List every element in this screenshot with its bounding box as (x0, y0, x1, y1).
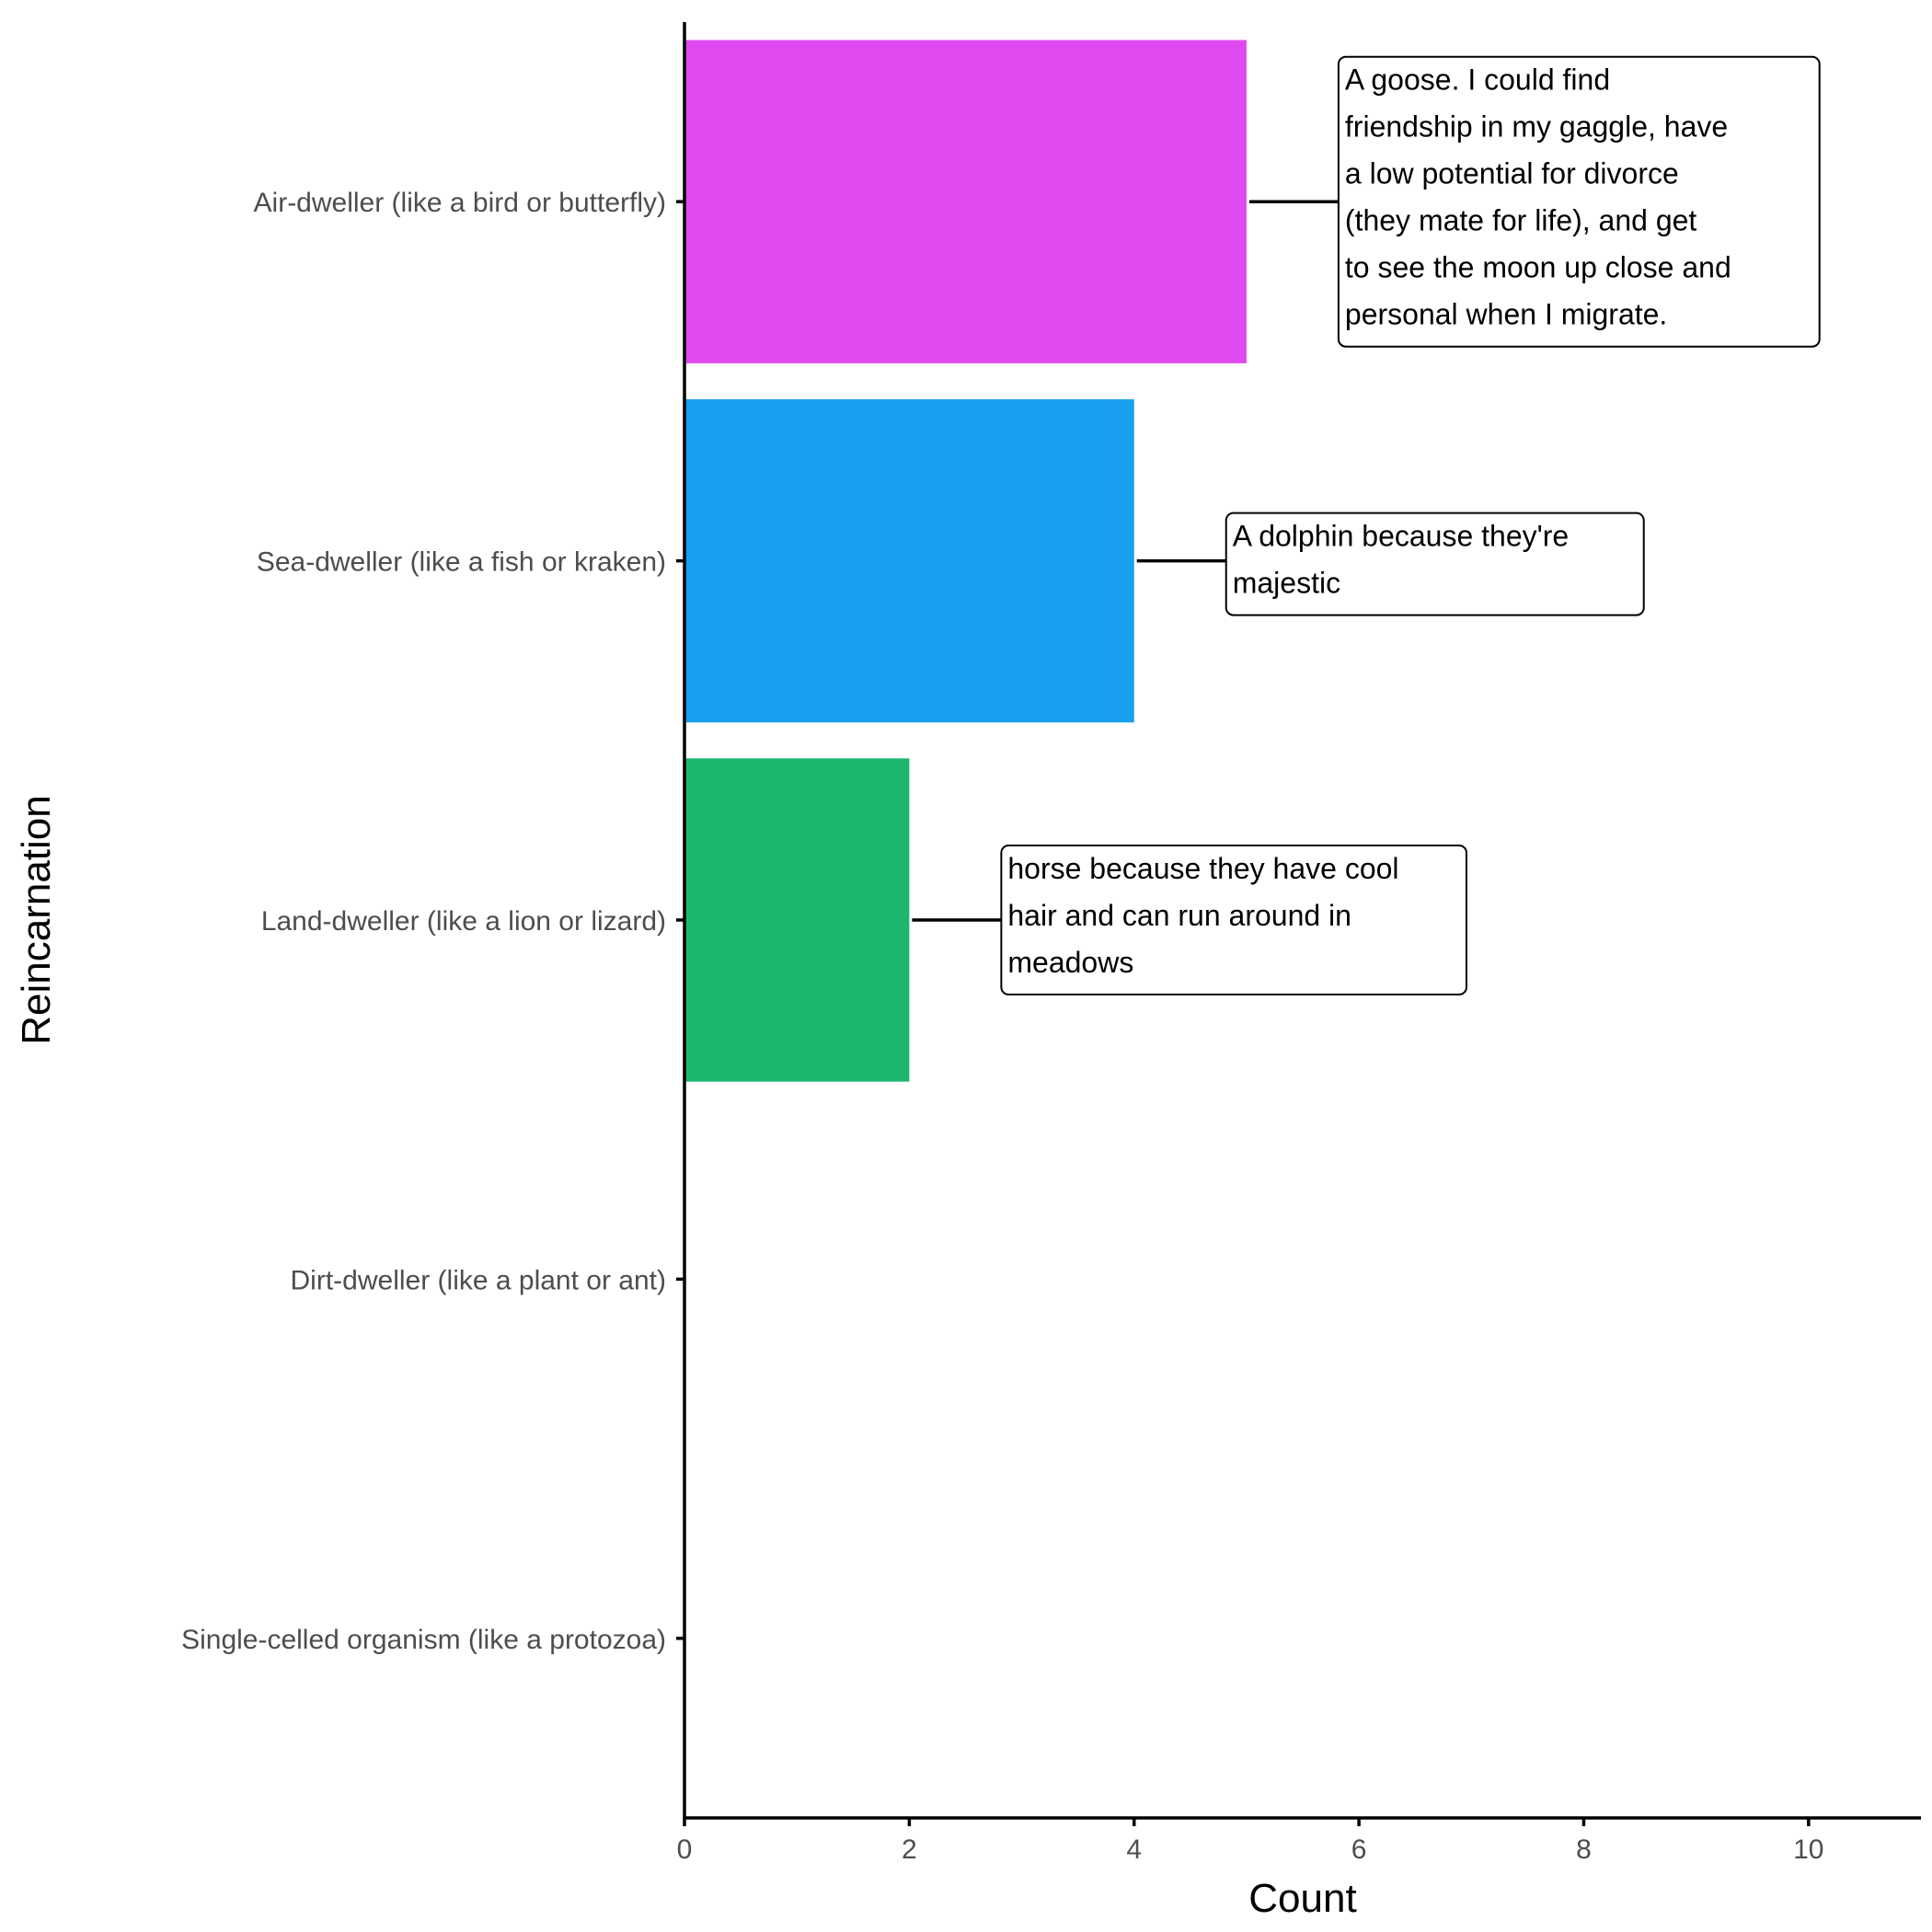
y-tick-label: Dirt-dweller (like a plant or ant) (291, 1265, 666, 1295)
annotation-text-line: to see the moon up close and (1345, 251, 1731, 284)
annotation-text-line: personal when I migrate. (1345, 298, 1667, 331)
annotation-box (1225, 512, 1645, 616)
y-tick-label: Air-dweller (like a bird or butterfly) (254, 188, 666, 218)
annotation-text-line: A goose. I could find (1345, 63, 1610, 97)
y-tick-label: Land-dweller (like a lion or lizard) (261, 906, 666, 937)
y-axis-title: Reincarnation (14, 795, 59, 1045)
annotation-box (1000, 845, 1467, 995)
annotation-text-line: meadows (1007, 946, 1133, 979)
annotation-text-line: A dolphin because they're (1233, 520, 1569, 553)
axes-layer: Air-dweller (like a bird or butterfly) Se… (181, 22, 1921, 1865)
y-tick-label: Sea-dweller (like a fish or kraken) (257, 547, 666, 578)
annotation-text-line: (they mate for life), and get (1345, 204, 1697, 237)
x-axis-title: Count (1248, 1876, 1356, 1921)
annotations-layer: A goose. I could find friendship in my ga… (912, 55, 1821, 995)
annotation-text-line: friendship in my gaggle, have (1345, 110, 1728, 144)
x-tick-label: 10 (1793, 1834, 1823, 1865)
x-tick-label: 0 (677, 1834, 693, 1865)
bar-sea-dweller (684, 398, 1134, 723)
bars-layer (684, 40, 1247, 1082)
x-tick-label: 4 (1126, 1834, 1142, 1865)
x-tick-label: 2 (902, 1834, 917, 1865)
annotation-box (1337, 55, 1821, 348)
x-tick-label: 8 (1576, 1834, 1592, 1865)
annotation-text-line: majestic (1233, 567, 1340, 600)
bar-land-dweller (684, 758, 910, 1082)
x-tick-label: 6 (1351, 1834, 1367, 1865)
annotation-text-line: a low potential for divorce (1345, 157, 1679, 190)
bar-air-dweller (684, 40, 1247, 363)
annotation-text-line: horse because they have cool (1007, 852, 1398, 885)
annotation-text-line: hair and can run around in (1007, 899, 1351, 932)
y-tick-label: Single-celled organism (like a protozoa) (181, 1625, 666, 1655)
